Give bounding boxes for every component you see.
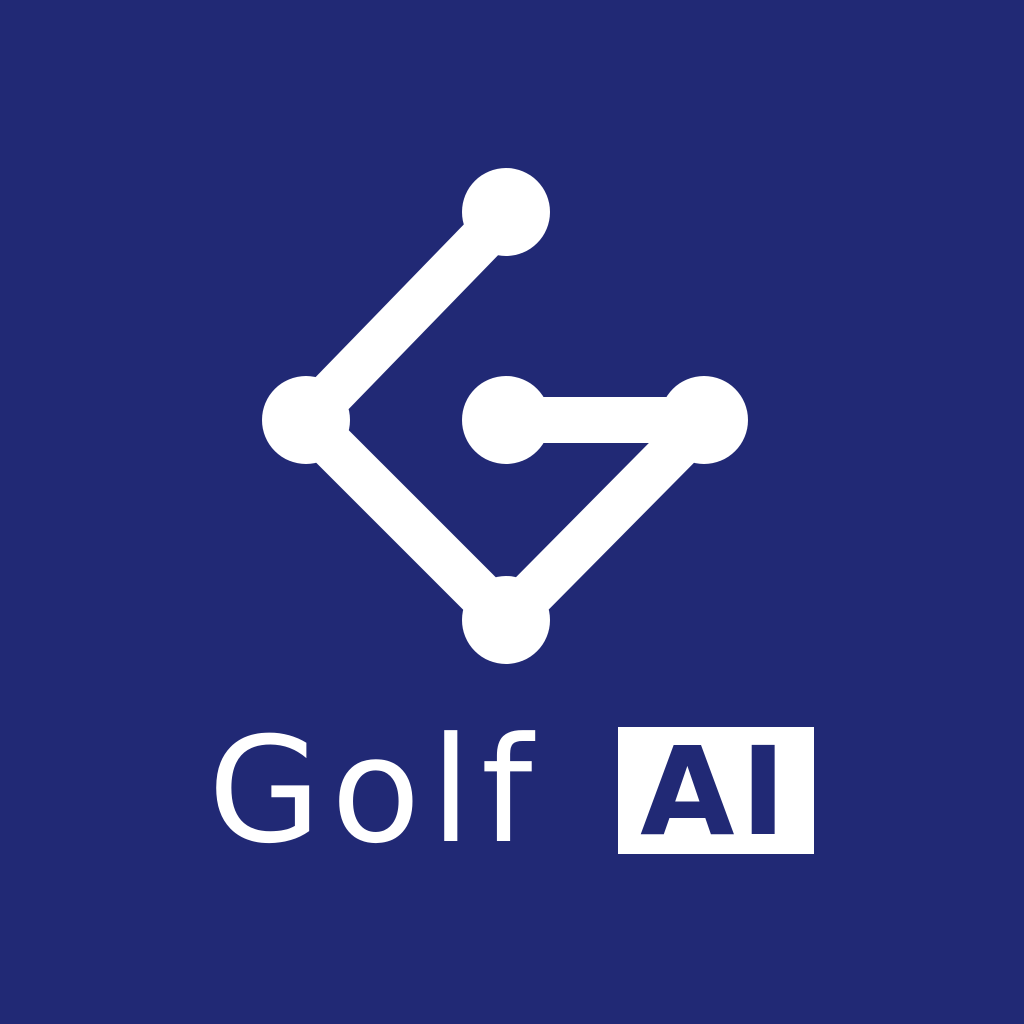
ai-badge: AI	[618, 721, 814, 863]
ai-badge-text: AI	[640, 721, 792, 863]
brand-name-text: Golf	[208, 706, 543, 876]
wordmark: Golf	[208, 706, 548, 876]
